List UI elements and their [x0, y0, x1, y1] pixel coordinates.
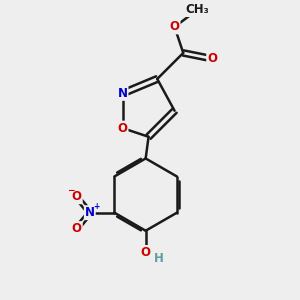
Text: O: O [141, 246, 151, 259]
Text: O: O [207, 52, 217, 65]
Text: O: O [72, 222, 82, 235]
Text: +: + [93, 202, 99, 211]
Text: N: N [85, 206, 95, 219]
Text: O: O [118, 122, 128, 135]
Text: N: N [118, 87, 128, 100]
Text: CH₃: CH₃ [186, 3, 210, 16]
Text: H: H [154, 252, 164, 265]
Text: −: − [67, 186, 74, 195]
Text: O: O [169, 20, 180, 33]
Text: O: O [72, 190, 82, 203]
